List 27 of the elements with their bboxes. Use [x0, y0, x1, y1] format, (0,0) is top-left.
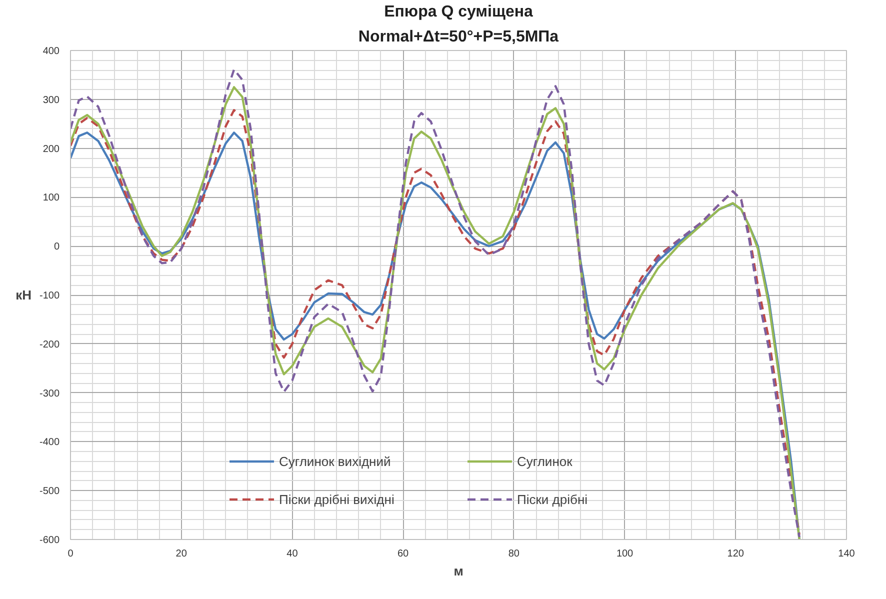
- x-tick-label: 140: [838, 548, 856, 560]
- y-tick-label: 0: [54, 242, 60, 253]
- x-tick-label: 120: [727, 548, 744, 560]
- legend-label: Піски дрібні вихідні: [279, 492, 396, 506]
- x-tick-label: 100: [616, 548, 634, 560]
- x-tick-label: 40: [286, 548, 298, 560]
- legend-label: Суглинок вихідний: [279, 454, 392, 468]
- y-tick-label: -400: [39, 437, 60, 448]
- y-tick-label: -200: [39, 339, 60, 350]
- y-tick-label: -600: [39, 535, 60, 546]
- x-tick-label: 60: [398, 548, 410, 560]
- y-tick-label: 200: [42, 144, 60, 155]
- legend-label: Суглинок: [517, 454, 574, 468]
- y-tick-label: 400: [42, 46, 60, 57]
- y-axis-title: кН: [16, 288, 32, 302]
- legend-label: Піски дрібні: [517, 492, 589, 506]
- y-tick-label: -500: [39, 486, 60, 498]
- y-tick-label: 300: [42, 94, 60, 106]
- chart-subtitle: Normal+Δt=50°+P=5,5МПа: [358, 28, 559, 46]
- x-tick-label: 20: [176, 548, 188, 560]
- chart-title: Епюра Q суміщена: [384, 4, 534, 20]
- y-tick-label: -100: [39, 290, 60, 302]
- x-axis-title: м: [454, 564, 464, 578]
- x-tick-label: 80: [508, 548, 520, 560]
- y-tick-label: 100: [42, 192, 60, 204]
- y-tick-label: -300: [39, 388, 60, 400]
- x-tick-label: 0: [68, 548, 74, 560]
